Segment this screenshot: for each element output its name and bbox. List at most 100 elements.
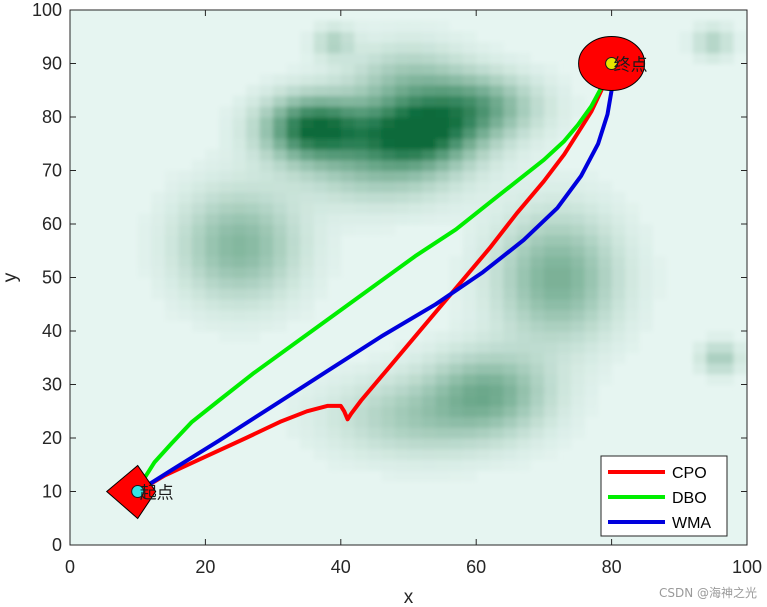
heat-cell bbox=[516, 213, 531, 225]
heat-cell bbox=[191, 202, 206, 214]
heat-cell bbox=[462, 159, 477, 172]
heat-cell bbox=[530, 234, 545, 246]
heat-cell bbox=[313, 159, 328, 172]
heat-cell bbox=[381, 416, 396, 428]
heat-cell bbox=[313, 181, 328, 193]
heat-cell bbox=[543, 213, 559, 225]
heat-cell bbox=[205, 149, 220, 161]
heat-cell bbox=[300, 127, 315, 139]
heat-cell bbox=[476, 395, 491, 407]
heat-cell bbox=[638, 245, 653, 257]
heat-cell bbox=[259, 74, 274, 86]
heat-cell bbox=[408, 170, 423, 182]
heat-cell bbox=[232, 149, 247, 161]
heat-cell bbox=[232, 288, 247, 300]
heat-cell bbox=[449, 384, 464, 396]
heat-cell bbox=[381, 159, 396, 172]
heat-cell bbox=[381, 405, 396, 418]
heat-cell bbox=[164, 191, 179, 204]
heat-cell bbox=[286, 181, 301, 193]
heat-cell bbox=[503, 373, 518, 386]
heat-cell bbox=[489, 159, 504, 172]
heat-cell bbox=[191, 309, 206, 321]
heat-cell bbox=[449, 52, 464, 65]
heat-cell bbox=[367, 20, 383, 32]
heat-cell bbox=[422, 149, 437, 161]
heat-cell bbox=[435, 31, 450, 43]
heat-cell bbox=[408, 448, 423, 460]
heat-cell bbox=[462, 170, 477, 182]
heat-cell bbox=[178, 202, 193, 214]
heat-cell bbox=[164, 181, 179, 193]
heat-cell bbox=[408, 459, 423, 471]
heat-cell bbox=[422, 117, 437, 129]
heat-cell bbox=[246, 288, 261, 300]
heat-cell bbox=[313, 384, 328, 396]
heat-cell bbox=[435, 84, 450, 97]
heat-cell bbox=[286, 277, 301, 289]
heat-cell bbox=[719, 363, 735, 375]
watermark: CSDN @海神之光 bbox=[658, 586, 757, 600]
heat-cell bbox=[313, 84, 328, 97]
heat-cell bbox=[367, 202, 383, 214]
heat-cell bbox=[625, 341, 640, 353]
heat-cell bbox=[313, 170, 328, 182]
heat-cell bbox=[516, 159, 531, 172]
heat-cell bbox=[273, 309, 288, 321]
heat-cell bbox=[462, 149, 477, 161]
heat-cell bbox=[394, 213, 410, 225]
heat-cell bbox=[449, 266, 464, 279]
heat-cell bbox=[557, 277, 572, 289]
heat-cell bbox=[570, 181, 586, 193]
heat-cell bbox=[598, 181, 613, 193]
heat-cell bbox=[191, 234, 206, 246]
heat-cell bbox=[164, 234, 179, 246]
heat-cell bbox=[367, 170, 383, 182]
heat-cell bbox=[435, 373, 450, 386]
heat-cell bbox=[598, 363, 613, 375]
heat-cell bbox=[625, 256, 640, 268]
heat-cell bbox=[300, 288, 315, 300]
heat-cell bbox=[340, 127, 355, 139]
heat-cell bbox=[557, 127, 572, 139]
heat-cell bbox=[435, 181, 450, 193]
heat-cell bbox=[543, 384, 559, 396]
heat-cell bbox=[340, 95, 355, 107]
heat-cell bbox=[719, 373, 735, 386]
heat-cell bbox=[489, 309, 504, 321]
heat-cell bbox=[503, 363, 518, 375]
heat-cell bbox=[733, 363, 747, 375]
heat-cell bbox=[435, 438, 450, 450]
heat-cell bbox=[706, 352, 721, 364]
heat-cell bbox=[286, 416, 301, 428]
heat-cell bbox=[381, 63, 396, 75]
heat-cell bbox=[191, 298, 206, 311]
heat-cell bbox=[273, 224, 288, 236]
heat-cell bbox=[259, 213, 274, 225]
heat-cell bbox=[692, 352, 707, 364]
heat-cell bbox=[313, 63, 328, 75]
heat-cell bbox=[218, 266, 234, 279]
heat-cell bbox=[246, 245, 261, 257]
heat-cell bbox=[530, 341, 545, 353]
heat-cell bbox=[638, 277, 653, 289]
heat-cell bbox=[300, 84, 315, 97]
heat-cell bbox=[503, 224, 518, 236]
heat-cell bbox=[503, 74, 518, 86]
heat-cell bbox=[300, 384, 315, 396]
heat-cell bbox=[543, 438, 559, 450]
y-axis-label: y bbox=[0, 272, 21, 282]
heat-cell bbox=[191, 266, 206, 279]
heat-cell bbox=[327, 181, 342, 193]
heat-cell bbox=[476, 117, 491, 129]
heat-cell bbox=[422, 405, 437, 418]
heat-cell bbox=[462, 95, 477, 107]
heat-cell bbox=[327, 266, 342, 279]
heat-cell bbox=[327, 52, 342, 65]
heat-cell bbox=[137, 234, 152, 246]
heat-cell bbox=[543, 159, 559, 172]
heat-cell bbox=[733, 31, 747, 43]
heat-cell bbox=[367, 159, 383, 172]
heat-cell bbox=[394, 202, 410, 214]
heat-cell bbox=[422, 331, 437, 343]
